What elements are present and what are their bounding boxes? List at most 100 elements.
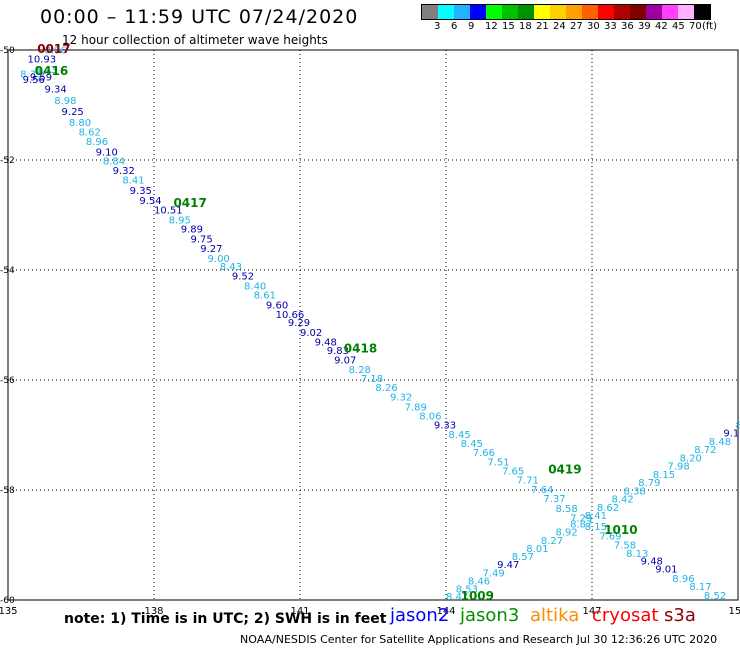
wave-height-label: 8.96 xyxy=(86,137,108,148)
wave-height-label: 8.15 xyxy=(653,470,675,481)
legend-swatch xyxy=(502,5,518,19)
wave-height-label: 9.00 xyxy=(208,254,230,265)
wave-height-label: 8.39 xyxy=(20,70,42,81)
wave-height-label: 8.96 xyxy=(672,574,694,585)
wave-height-label: 7.98 xyxy=(667,462,689,473)
legend-label: 39 xyxy=(638,21,651,32)
wave-height-label: 8.27 xyxy=(541,536,563,547)
wave-height-label: 9.75 xyxy=(191,235,213,246)
satellite-jason3: jason3 xyxy=(460,605,520,626)
wave-height-label: 8.48 xyxy=(709,437,731,448)
legend-label: 27 xyxy=(570,21,583,32)
wave-height-label: 8.45 xyxy=(461,439,483,450)
legend-swatch xyxy=(614,5,630,19)
wave-height-label: 7.29 xyxy=(570,513,592,524)
legend-swatch xyxy=(646,5,662,19)
wave-height-label: 8.80 xyxy=(69,118,91,129)
wave-height-label: 9.34 xyxy=(45,84,67,95)
lat-tick-label: -60 xyxy=(0,596,15,606)
wave-height-label: 9.54 xyxy=(139,196,161,207)
wave-height-label: 8.06 xyxy=(419,412,441,423)
pass-time-label: 0416 xyxy=(35,64,68,78)
legend-swatch xyxy=(678,5,694,19)
legend-swatch xyxy=(582,5,598,19)
map-frame xyxy=(7,49,739,601)
legend-label: 24 xyxy=(553,21,566,32)
wave-height-label: 8.45 xyxy=(448,430,470,441)
wave-height-label: 8.98 xyxy=(54,96,76,107)
wave-height-label: 10.93 xyxy=(27,55,56,66)
wave-height-label: 8.79 xyxy=(638,478,660,489)
wave-height-label: 7.51 xyxy=(487,457,509,468)
wave-height-label: 8.58 xyxy=(556,504,578,515)
legend-swatch xyxy=(534,5,550,19)
wave-height-label: 8.92 xyxy=(556,528,578,539)
legend-label: 6 xyxy=(451,21,458,32)
wave-height-label: 7.18 xyxy=(361,374,383,385)
wave-height-label: 8.53 xyxy=(456,584,478,595)
wave-height-label: 8.61 xyxy=(254,291,276,302)
lon-tick-label: 144 xyxy=(436,606,455,617)
lat-tick-label: -52 xyxy=(0,156,15,166)
legend-swatch xyxy=(454,5,470,19)
wave-height-label: 7.65 xyxy=(502,467,524,478)
wave-height-label: 10.51 xyxy=(154,205,183,216)
satellite-altika: altika xyxy=(530,605,580,626)
wave-height-label: 8.78 xyxy=(736,420,740,431)
wave-height-label: 9.83 xyxy=(327,346,349,357)
wave-height-label: 7.49 xyxy=(483,568,505,579)
legend-label: 30 xyxy=(587,21,600,32)
legend-label: 45 xyxy=(672,21,685,32)
wave-height-label: 9.25 xyxy=(62,107,84,118)
legend-swatch xyxy=(422,5,438,19)
lat-tick-label: -58 xyxy=(0,486,15,496)
legend-label: 3 xyxy=(434,21,441,32)
wave-height-label: 9.10 xyxy=(96,148,118,159)
wave-height-label: 8.40 xyxy=(244,281,266,292)
wave-height-label: 9.56 xyxy=(23,75,45,86)
lat-tick-label: -54 xyxy=(0,266,15,276)
legend-swatch xyxy=(518,5,534,19)
pass-time-label: 0017 xyxy=(37,42,70,56)
pass-time-label: 0417 xyxy=(173,196,206,210)
legend-swatch xyxy=(550,5,566,19)
lon-tick-label: 135 xyxy=(0,606,18,617)
credit-line: NOAA/NESDIS Center for Satellite Applica… xyxy=(240,633,718,646)
legend-label: 12 xyxy=(485,21,498,32)
wave-height-label: 8.13 xyxy=(626,549,648,560)
legend-label: 21 xyxy=(536,21,549,32)
wave-height-label: 8.52 xyxy=(704,591,726,602)
pass-time-label: 0418 xyxy=(344,342,377,356)
legend-label: 18 xyxy=(519,21,532,32)
wave-height-label: 8.84 xyxy=(103,156,125,167)
lon-tick-label: 138 xyxy=(144,606,163,617)
wave-height-label: 9.47 xyxy=(497,560,519,571)
wave-height-label: 7.37 xyxy=(543,494,565,505)
wave-height-label: 8.15 xyxy=(585,522,607,533)
wave-height-label: 9.48 xyxy=(315,337,337,348)
lat-tick-label: -50 xyxy=(0,46,15,56)
satellite-cryosat: cryosat xyxy=(592,605,659,626)
map-title: 00:00 – 11:59 UTC 07/24/2020 xyxy=(40,6,359,28)
wave-height-label: 7.89 xyxy=(405,402,427,413)
wave-height-label: 9.32 xyxy=(113,166,135,177)
legend-swatch xyxy=(694,5,710,19)
wave-height-label: 8.95 xyxy=(169,215,191,226)
wave-height-label: 9.32 xyxy=(390,392,412,403)
wave-height-label: 8.62 xyxy=(79,127,101,138)
wave-height-label: 8.06 xyxy=(45,45,67,56)
wave-height-label: 9.02 xyxy=(300,328,322,339)
wave-height-label: 8.26 xyxy=(375,383,397,394)
legend-swatch xyxy=(630,5,646,19)
wave-height-label: 10.66 xyxy=(276,310,305,321)
wave-height-label: 9.89 xyxy=(181,225,203,236)
wave-height-label: 8.01 xyxy=(526,544,548,555)
legend-label: 36 xyxy=(621,21,634,32)
legend-label: (ft) xyxy=(702,21,718,32)
wave-height-label: 8.43 xyxy=(220,262,242,273)
satellite-s3a: s3a xyxy=(664,605,696,626)
wave-height-label: 8.57 xyxy=(512,552,534,563)
wave-height-label: 9.07 xyxy=(334,356,356,367)
wave-height-label: 8.42 xyxy=(611,495,633,506)
wave-height-label: 8.38 xyxy=(624,486,646,497)
